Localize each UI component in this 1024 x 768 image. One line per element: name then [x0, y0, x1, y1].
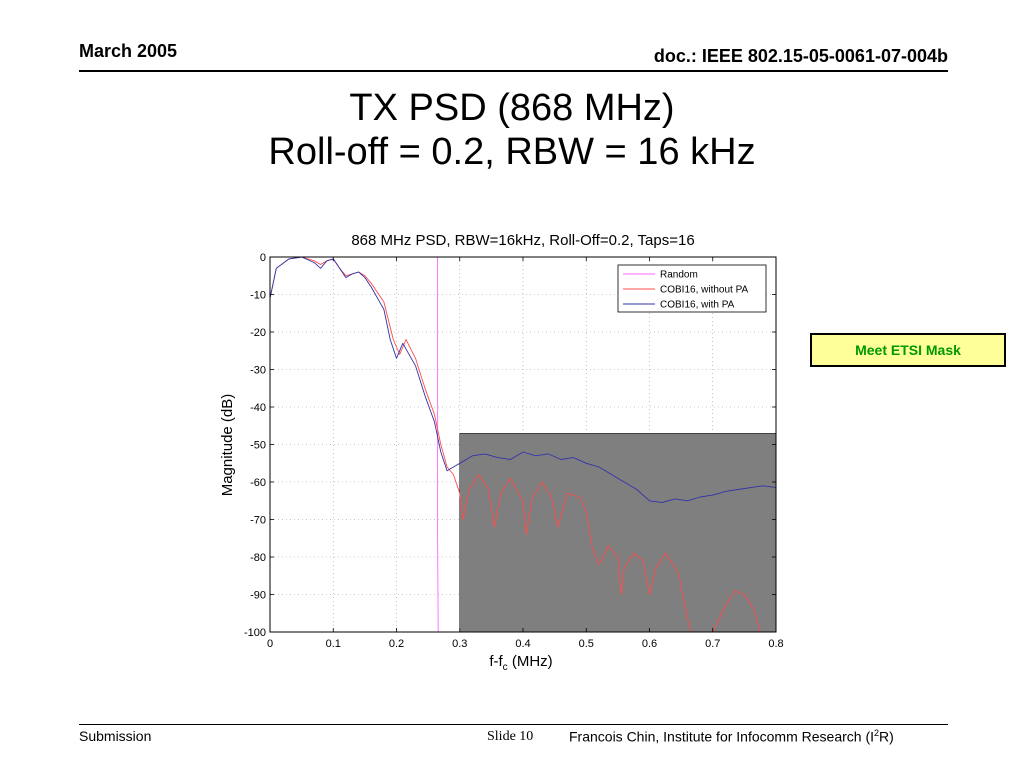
x-tick-label: 0.8 [768, 638, 783, 650]
footer-author-suffix: R) [879, 728, 894, 745]
series-line-3 [269, 256, 777, 504]
legend-entry-3: COBI16, with PA [660, 300, 735, 311]
y-tick-label: -60 [250, 477, 266, 489]
footer-author-prefix: Francois Chin, Institute for Infocomm Re… [569, 728, 874, 745]
y-tick-label: -80 [250, 552, 266, 564]
y-tick-label: -30 [250, 365, 266, 377]
x-tick-group: 0 0.1 0.2 0.3 0.4 0.5 0.6 0.7 0.8 [267, 257, 784, 650]
x-tick-label: 0.2 [389, 638, 404, 650]
chart-title: 868 MHz PSD, RBW=16kHz, Roll-Off=0.2, Ta… [351, 232, 694, 249]
slide-title-line2: Roll-off = 0.2, RBW = 16 kHz [268, 131, 756, 173]
etsi-mask-region [459, 433, 777, 633]
x-tick-label: 0.3 [452, 638, 467, 650]
header-divider [79, 70, 948, 72]
x-axis-label-unit: (MHz) [508, 653, 553, 670]
footer-author-sup: 2 [874, 728, 880, 738]
y-tick-label: -90 [250, 590, 266, 602]
x-tick-label: 0.6 [642, 638, 657, 650]
y-axis-label: Magnitude (dB) [219, 394, 236, 497]
y-tick-label: -10 [250, 290, 266, 302]
x-tick-label: 0.5 [579, 638, 594, 650]
x-tick-label: 0.7 [705, 638, 720, 650]
y-tick-label: -70 [250, 515, 266, 527]
x-tick-label: 0 [267, 638, 273, 650]
footer-slide-number: Slide 10 [487, 729, 534, 744]
footer-divider [79, 724, 948, 725]
y-tick-label: -100 [244, 627, 266, 639]
y-tick-label: -50 [250, 440, 266, 452]
slide-title-line1: TX PSD (868 MHz) [349, 87, 675, 129]
header-date: March 2005 [79, 41, 178, 61]
x-axis-label: f-fc (MHz) [489, 653, 552, 673]
legend-entry-1: Random [660, 270, 698, 281]
x-axis-label-sub: c [503, 662, 508, 673]
x-axis-label-main: f-f [489, 653, 503, 670]
y-tick-group: 0 -10 -20 -30 -40 -50 -60 -70 -80 -90 -100 [244, 252, 776, 639]
y-tick-label: -40 [250, 402, 266, 414]
slide-title: TX PSD (868 MHz) Roll-off = 0.2, RBW = 1… [0, 86, 1024, 174]
footer-submission: Submission [79, 728, 152, 744]
footer-author: Francois Chin, Institute for Infocomm Re… [569, 728, 894, 745]
y-tick-label: -20 [250, 327, 266, 339]
etsi-mask-note: Meet ETSI Mask [810, 333, 1006, 367]
legend-entry-2: COBI16, without PA [660, 285, 749, 296]
x-tick-label: 0.4 [515, 638, 530, 650]
x-tick-label: 0.1 [326, 638, 341, 650]
header-doc-id: doc.: IEEE 802.15-05-0061-07-004b [653, 46, 948, 66]
legend: Random COBI16, without PA COBI16, with PA [617, 264, 767, 313]
y-tick-label: 0 [260, 252, 266, 264]
